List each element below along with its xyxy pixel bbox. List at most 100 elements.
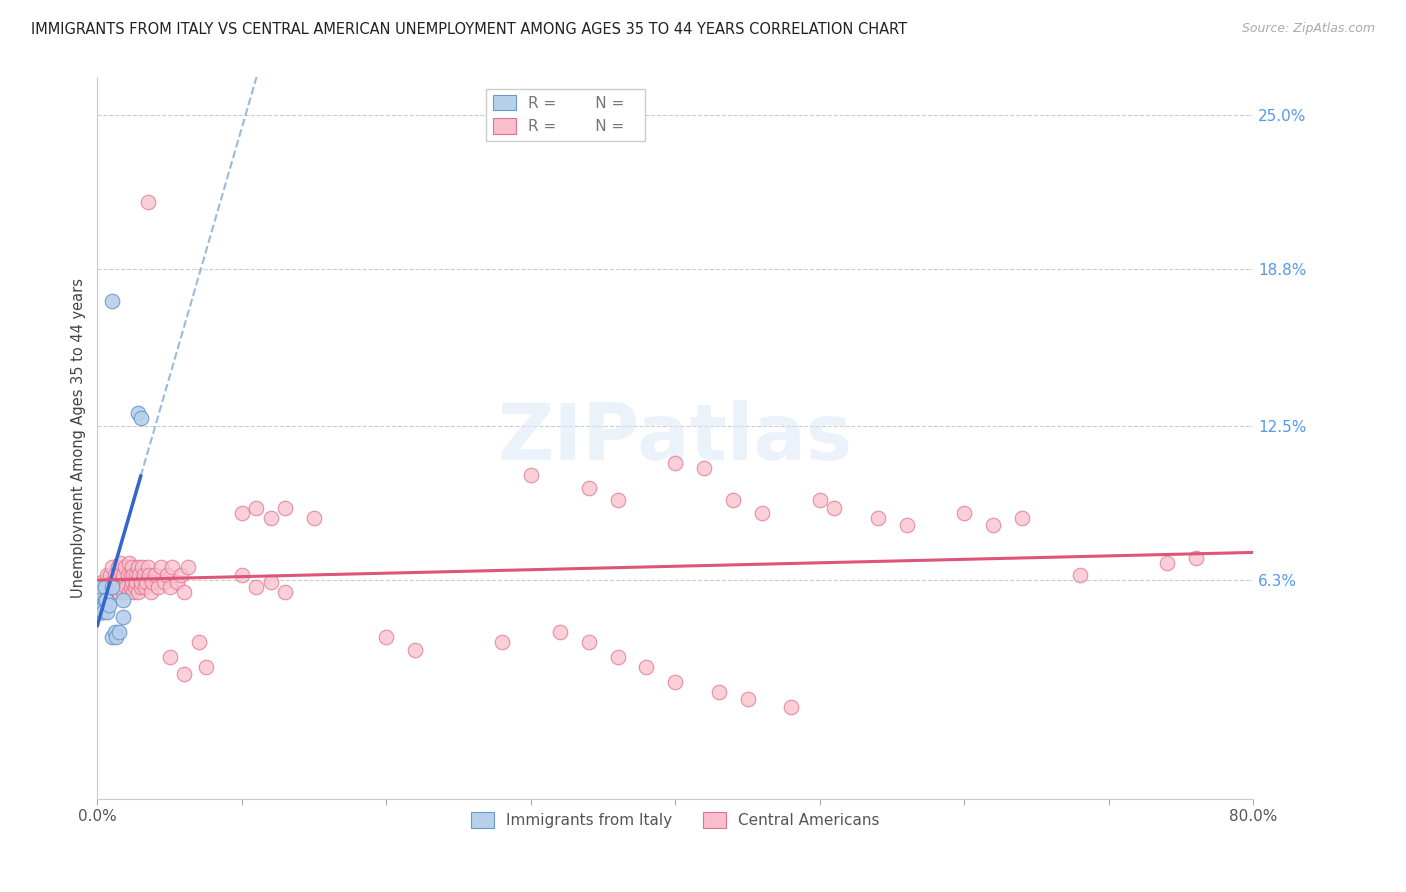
Point	[94, 575, 117, 590]
Point	[94, 585, 117, 599]
Point	[1011, 510, 1033, 524]
Point	[112, 592, 135, 607]
Point	[121, 560, 143, 574]
Point	[97, 581, 120, 595]
Point	[159, 581, 181, 595]
Point	[98, 568, 121, 582]
Point	[131, 560, 153, 574]
Point	[107, 581, 129, 595]
Point	[114, 560, 136, 574]
Point	[1156, 556, 1178, 570]
Point	[896, 518, 918, 533]
Point	[132, 568, 155, 582]
Point	[260, 575, 283, 590]
Point	[129, 575, 152, 590]
Point	[93, 592, 115, 607]
Point	[173, 667, 195, 681]
Point	[91, 605, 114, 619]
Text: Source: ZipAtlas.com: Source: ZipAtlas.com	[1241, 22, 1375, 36]
Point	[127, 406, 149, 420]
Point	[101, 294, 124, 309]
Point	[664, 456, 686, 470]
Point	[274, 585, 297, 599]
Point	[122, 568, 145, 582]
Point	[101, 575, 124, 590]
Point	[737, 692, 759, 706]
Point	[121, 575, 143, 590]
Point	[146, 581, 169, 595]
Point	[125, 575, 148, 590]
Point	[124, 581, 146, 595]
Point	[120, 581, 142, 595]
Point	[105, 575, 128, 590]
Point	[866, 510, 889, 524]
Point	[170, 568, 193, 582]
Point	[115, 575, 138, 590]
Point	[141, 575, 163, 590]
Point	[120, 568, 142, 582]
Point	[90, 575, 112, 590]
Point	[93, 592, 115, 607]
Point	[664, 674, 686, 689]
Point	[194, 660, 217, 674]
Point	[104, 585, 127, 599]
Point	[127, 585, 149, 599]
Text: ZIPatlas: ZIPatlas	[498, 401, 853, 476]
Point	[125, 568, 148, 582]
Point	[548, 625, 571, 640]
Point	[104, 625, 127, 640]
Point	[780, 699, 803, 714]
Point	[721, 493, 744, 508]
Point	[97, 598, 120, 612]
Point	[751, 506, 773, 520]
Point	[177, 560, 200, 574]
Point	[520, 468, 543, 483]
Point	[89, 592, 111, 607]
Point	[707, 685, 730, 699]
Point	[107, 560, 129, 574]
Point	[118, 585, 141, 599]
Point	[101, 581, 124, 595]
Point	[274, 500, 297, 515]
Point	[245, 581, 267, 595]
Point	[93, 581, 115, 595]
Point	[91, 585, 114, 599]
Point	[404, 642, 426, 657]
Point	[118, 556, 141, 570]
Point	[636, 660, 658, 674]
Point	[108, 585, 131, 599]
Point	[115, 581, 138, 595]
Point	[187, 635, 209, 649]
Point	[606, 493, 628, 508]
Point	[1184, 550, 1206, 565]
Point	[128, 568, 150, 582]
Point	[149, 560, 172, 574]
Point	[93, 581, 115, 595]
Point	[110, 575, 132, 590]
Point	[90, 598, 112, 612]
Point	[101, 560, 124, 574]
Point	[245, 500, 267, 515]
Point	[138, 568, 160, 582]
Point	[112, 568, 135, 582]
Point	[87, 581, 110, 595]
Point	[96, 568, 118, 582]
Point	[981, 518, 1004, 533]
Point	[166, 575, 188, 590]
Point	[153, 575, 176, 590]
Y-axis label: Unemployment Among Ages 35 to 44 years: Unemployment Among Ages 35 to 44 years	[72, 278, 86, 599]
Point	[808, 493, 831, 508]
Point	[96, 585, 118, 599]
Point	[127, 560, 149, 574]
Text: IMMIGRANTS FROM ITALY VS CENTRAL AMERICAN UNEMPLOYMENT AMONG AGES 35 TO 44 YEARS: IMMIGRANTS FROM ITALY VS CENTRAL AMERICA…	[31, 22, 907, 37]
Point	[90, 605, 112, 619]
Point	[96, 605, 118, 619]
Legend: Immigrants from Italy, Central Americans: Immigrants from Italy, Central Americans	[465, 806, 886, 835]
Point	[231, 506, 253, 520]
Point	[129, 411, 152, 425]
Point	[110, 556, 132, 570]
Point	[173, 585, 195, 599]
Point	[91, 600, 114, 615]
Point	[94, 592, 117, 607]
Point	[578, 481, 600, 495]
